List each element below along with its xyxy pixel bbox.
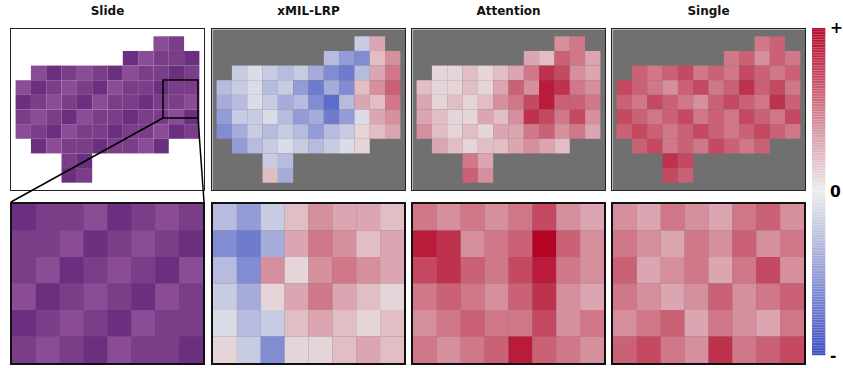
html-text:Slide: Slide <box>90 4 125 18</box>
svg-text:-: - <box>830 347 836 365</box>
svg-text:0: 0 <box>830 183 841 201</box>
html-text:xMIL-LRP: xMIL-LRP <box>277 4 340 18</box>
html-text:Single: Single <box>687 4 730 18</box>
svg-text:+: + <box>830 19 843 37</box>
html-text:Attention: Attention <box>476 4 541 18</box>
